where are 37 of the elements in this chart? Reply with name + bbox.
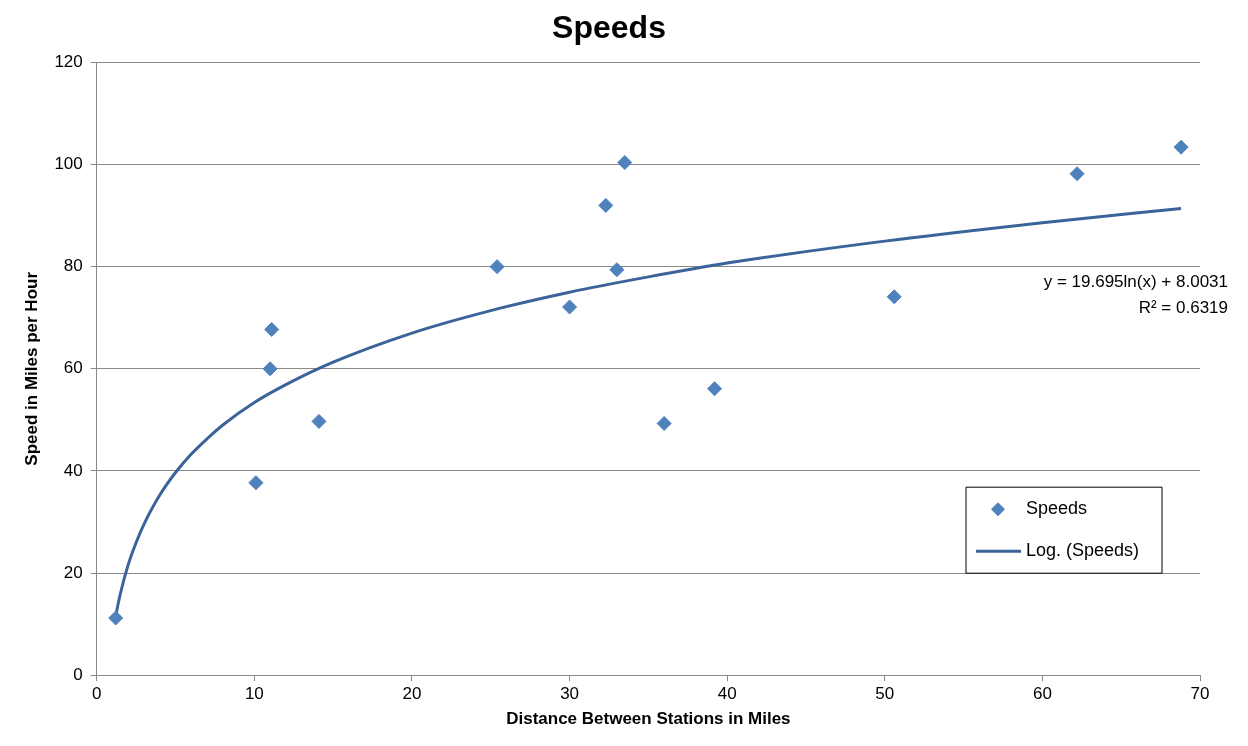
y-tick-label: 60 [63,358,83,378]
legend-label: Log. (Speeds) [1026,540,1140,561]
y-axis-title: Speed in Miles per Hour [21,271,41,466]
point [248,475,264,491]
point [108,610,124,626]
x-tick-label: 20 [402,684,422,704]
chart-title: Speeds [552,9,666,46]
y-tick-label: 80 [63,256,83,276]
y-tick-label: 40 [63,460,83,480]
y-tick-label: 20 [63,562,83,582]
x-tick-label: 10 [244,684,264,704]
point [311,413,327,429]
x-tick-label: 40 [717,684,737,704]
x-tick-label: 30 [560,684,580,704]
point [609,262,625,278]
x-tick-label: 60 [1032,684,1052,704]
point [489,259,505,275]
point [1069,166,1085,182]
point [656,415,672,431]
annotation: y = 19.695ln(x) + 8.0031 [1043,272,1228,292]
point [1173,139,1189,155]
y-tick-label: 100 [54,154,83,174]
point [262,361,278,377]
y-tick-label: 120 [54,52,83,72]
x-axis-title: Distance Between Stations in Miles [506,709,791,729]
annotation: R² = 0.6319 [1138,298,1228,318]
point [598,197,614,213]
point [707,381,723,397]
x-tick-label: 0 [92,684,102,704]
x-tick-label: 50 [875,684,895,704]
x-tick-label: 70 [1190,684,1210,704]
legend-label: Speeds [1026,498,1088,519]
y-tick-label: 0 [73,664,83,684]
point [886,289,902,305]
point [562,299,578,315]
point [617,154,633,170]
point [264,321,280,337]
